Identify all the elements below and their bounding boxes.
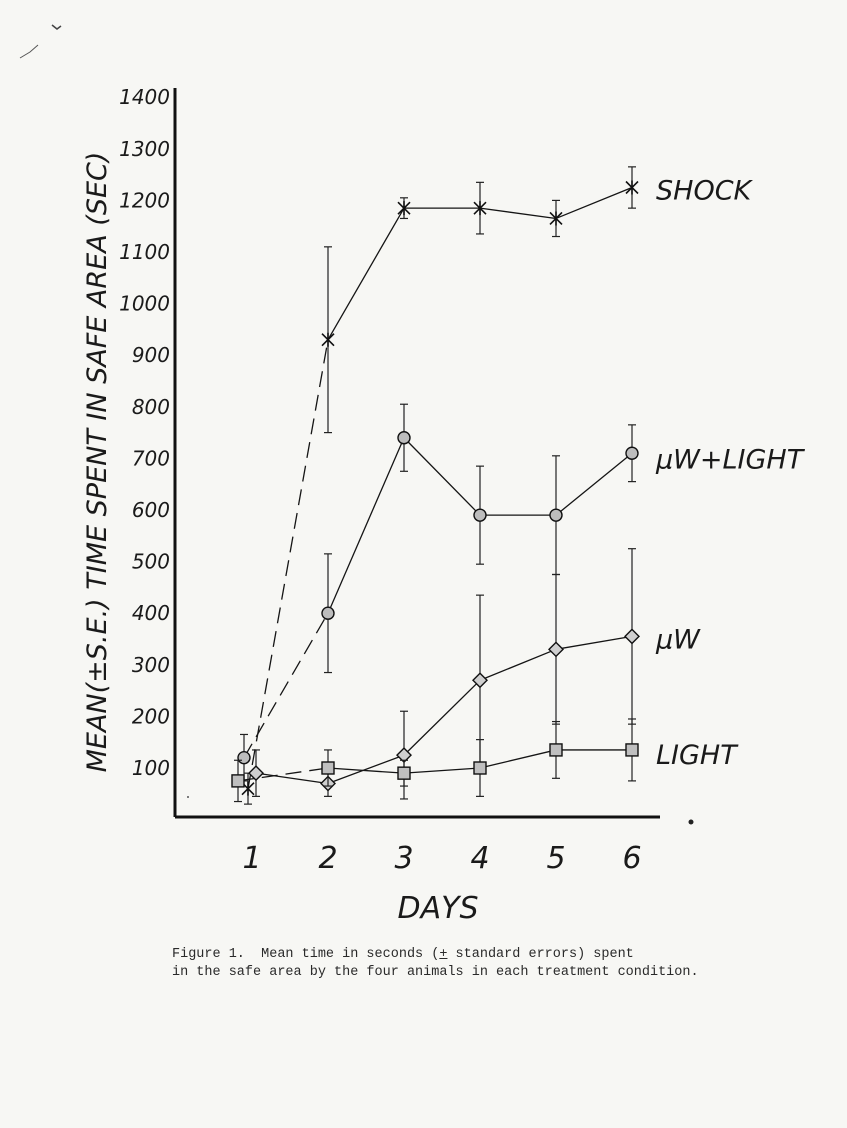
series-line-segment <box>327 754 405 785</box>
y-tick-label: 800 <box>132 395 170 419</box>
data-point-square <box>321 761 335 775</box>
data-point-circle <box>237 750 251 765</box>
data-point-circle <box>397 431 411 445</box>
series-line-segment <box>555 452 633 516</box>
series-line-segment <box>403 437 481 516</box>
caption-plusminus: + <box>439 947 448 962</box>
series-line-segment <box>403 679 481 756</box>
y-tick-label: 1000 <box>119 292 170 316</box>
y-tick-label: 1400 <box>119 85 170 109</box>
plot-area <box>231 166 640 805</box>
x-tick-label: 3 <box>394 841 413 876</box>
x-axis-label: DAYS <box>398 891 479 926</box>
data-point-x <box>549 211 563 226</box>
series-line-segment <box>555 635 633 650</box>
series-line-segment <box>327 207 405 341</box>
series-line-segment <box>327 437 405 614</box>
series-labels: SHOCK μW+LIGHT μW LIGHT <box>655 176 806 771</box>
data-point-square <box>231 774 245 788</box>
x-tick-label: 6 <box>622 841 641 876</box>
scan-speck <box>688 819 694 825</box>
series-line-segment <box>255 772 329 785</box>
series-label: μW+LIGHT <box>655 444 806 475</box>
y-tick-label: 300 <box>132 653 170 677</box>
series-line-segment <box>327 767 405 774</box>
y-tick-label: 1300 <box>119 137 170 161</box>
data-point-diamond <box>248 765 264 782</box>
y-tick-label: 1100 <box>119 240 170 264</box>
series-line-segment <box>555 186 633 220</box>
x-tick-label: 4 <box>470 841 489 876</box>
data-point-x <box>321 332 335 347</box>
data-point-diamond <box>472 672 488 689</box>
y-tick-label: 100 <box>132 756 170 780</box>
series-line-segment <box>237 767 329 782</box>
series-label: LIGHT <box>656 740 739 771</box>
data-point-diamond <box>624 628 640 645</box>
scan-speck <box>51 24 62 30</box>
caption-line1a: Figure 1. Mean time in seconds ( <box>172 947 440 962</box>
x-tick-labels: 1 2 3 4 5 6 <box>242 841 641 876</box>
data-point-diamond <box>548 641 564 658</box>
scan-speck <box>187 796 189 798</box>
y-tick-label: 400 <box>132 601 170 625</box>
data-point-x <box>473 201 487 216</box>
series-circle <box>237 403 639 782</box>
series-line-segment <box>243 612 329 759</box>
data-point-x <box>625 180 639 195</box>
series-line-segment <box>247 339 329 789</box>
series-line-segment <box>403 767 481 774</box>
data-point-circle <box>321 606 335 620</box>
series-label: SHOCK <box>656 176 754 207</box>
x-tick-label: 2 <box>318 841 337 876</box>
y-tick-label: 200 <box>132 704 170 728</box>
y-tick-label: 600 <box>132 498 170 522</box>
data-point-square <box>397 766 411 780</box>
data-point-square <box>625 743 639 757</box>
data-point-circle <box>625 446 639 460</box>
data-point-square <box>549 743 563 757</box>
y-tick-label: 700 <box>132 446 170 470</box>
caption-line1b: standard errors) spent <box>447 947 634 962</box>
y-tick-label: 1200 <box>119 188 170 212</box>
y-tick-label: 900 <box>132 343 170 367</box>
y-tick-labels: 100 200 300 400 500 600 700 800 900 1000 1100 1200 1… <box>119 85 170 780</box>
series-line-segment <box>479 648 557 681</box>
x-tick-label: 5 <box>546 841 565 876</box>
series-line-segment <box>479 207 557 220</box>
figure-caption: Figure 1. Mean time in seconds (+ standa… <box>172 946 772 982</box>
series-label: μW <box>655 624 701 655</box>
series-line-segment <box>479 749 557 769</box>
data-point-square <box>473 761 487 775</box>
series-square <box>231 718 639 803</box>
y-tick-label: 500 <box>132 550 170 574</box>
data-point-x <box>397 201 411 216</box>
series-x <box>241 166 639 805</box>
y-axis-label: MEAN(±S.E.) TIME SPENT IN SAFE AREA (SEC… <box>82 152 113 773</box>
data-point-circle <box>549 508 563 522</box>
scan-speck <box>19 44 39 59</box>
x-tick-label: 1 <box>242 841 261 876</box>
caption-line2: in the safe area by the four animals in … <box>172 965 699 980</box>
series-diamond <box>248 548 640 800</box>
data-point-circle <box>473 508 487 522</box>
